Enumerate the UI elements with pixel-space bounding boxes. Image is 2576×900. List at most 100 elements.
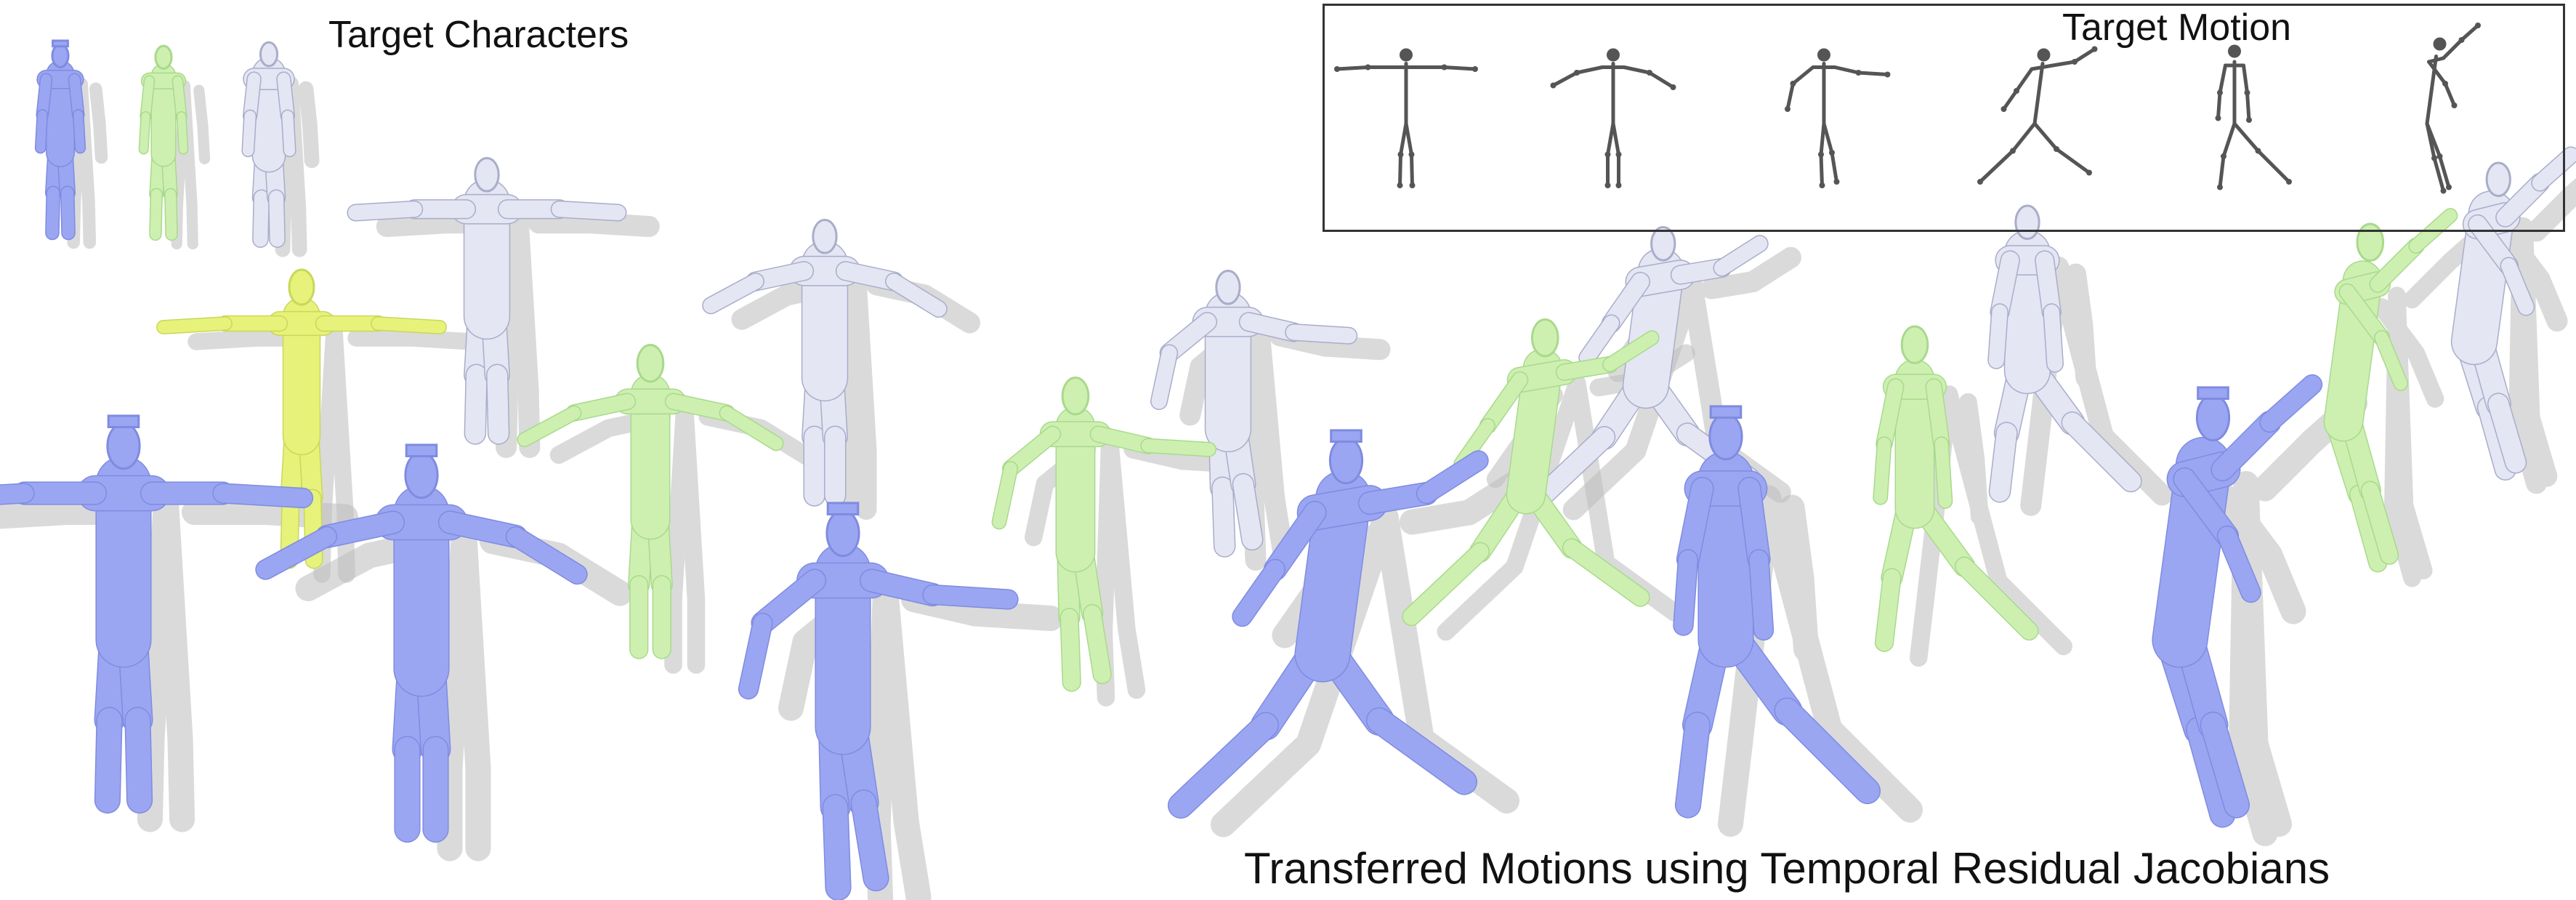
head <box>1328 436 1364 485</box>
skeleton-figure <box>2425 23 2481 194</box>
skeleton-joint <box>2436 153 2443 159</box>
head <box>636 344 665 383</box>
head <box>154 44 173 70</box>
human-figure <box>34 39 86 241</box>
skeleton-joint <box>2475 23 2481 28</box>
figure-shadow <box>2498 177 2576 494</box>
skeleton-joint <box>1977 179 1983 185</box>
head <box>825 509 860 558</box>
skeleton-joint <box>1604 182 1611 188</box>
head <box>404 451 439 499</box>
head <box>51 43 70 68</box>
skeleton-joint <box>2431 155 2437 161</box>
skeleton-joint <box>1472 66 1478 72</box>
skeleton-joint <box>2440 188 2447 194</box>
skeleton-joint <box>1855 70 1862 76</box>
skeleton-joint <box>2217 89 2223 96</box>
skeleton-joint <box>1365 64 1371 71</box>
skeleton-joint <box>1785 106 1790 112</box>
lean-figure <box>138 44 189 241</box>
skeleton-joint <box>1615 182 1622 188</box>
skeleton-joint <box>1884 71 1891 78</box>
target-characters-title: Target Characters <box>328 14 629 56</box>
skeleton-joint <box>1397 151 1404 158</box>
skeleton-joint <box>1607 48 1620 62</box>
skeleton-joint <box>1604 151 1611 158</box>
monster-figure <box>702 218 948 507</box>
skeleton-joint <box>1829 150 1835 156</box>
skeleton-joint <box>2221 153 2226 159</box>
skeleton-figure <box>2215 44 2292 190</box>
monster-figure <box>1987 204 2142 503</box>
lean-figure <box>2323 208 2458 573</box>
human-figure <box>1167 429 1489 819</box>
head <box>812 218 838 254</box>
skeleton-joint <box>2014 88 2019 94</box>
skeleton-joint <box>2451 103 2458 108</box>
skeleton-joint <box>1441 64 1448 71</box>
head <box>2485 161 2511 198</box>
target-motion-box <box>1323 4 2565 232</box>
skeleton-joint <box>1550 82 1556 89</box>
skeleton-joint <box>1397 182 1403 188</box>
skeleton-joint <box>1833 179 1840 185</box>
skeleton-joint <box>1647 70 1652 76</box>
skeleton-figure <box>1550 48 1676 188</box>
skeleton-joint <box>2433 37 2447 51</box>
head <box>1708 412 1743 461</box>
skeleton-joint <box>1817 48 1830 62</box>
hat <box>1330 429 1362 443</box>
hat <box>2197 386 2229 401</box>
skeleton-figure <box>1334 48 1478 188</box>
human-figure <box>1673 405 1881 819</box>
lean-figure <box>991 377 1217 692</box>
head <box>2195 393 2231 442</box>
hat <box>52 39 69 48</box>
skeleton-joint <box>2215 115 2221 121</box>
skeleton-joint <box>2091 46 2098 52</box>
lean-figure <box>1402 318 1660 627</box>
hat <box>405 443 438 458</box>
skeleton-joint <box>1408 151 1415 158</box>
lean-figure <box>517 344 784 659</box>
skeleton-joint <box>2458 37 2465 43</box>
skeleton-figure <box>1785 48 1891 188</box>
head <box>2356 222 2385 262</box>
human-figure <box>0 414 314 814</box>
monster-figure <box>241 41 296 248</box>
skeleton-joint <box>1400 48 1413 62</box>
figure-shadow <box>2214 390 2368 847</box>
skeleton-joint <box>2086 169 2092 176</box>
skeleton-joint <box>1615 151 1622 158</box>
skeleton-joint <box>2228 44 2241 58</box>
target-motion-title: Target Motion <box>2062 7 2292 49</box>
human-figure <box>738 502 1019 900</box>
skeleton-figure <box>1977 46 2098 185</box>
head <box>1530 318 1559 358</box>
skeleton-group <box>1334 23 2481 194</box>
human-figure <box>2152 374 2323 828</box>
human-figure <box>255 443 588 843</box>
skeleton-joint <box>1574 70 1580 76</box>
head <box>1900 325 1929 364</box>
skeleton-joint <box>1409 182 1416 188</box>
head <box>106 422 141 470</box>
skeleton-joint <box>2072 59 2078 65</box>
head <box>288 268 315 306</box>
skeleton-joint <box>2286 179 2292 185</box>
monster-figure <box>2450 146 2576 481</box>
transferred-motions-caption: Transferred Motions using Temporal Resid… <box>1244 844 2330 893</box>
skeleton-joint <box>1818 151 1824 158</box>
character-figures <box>0 39 2576 900</box>
head <box>474 156 500 193</box>
lean-figure <box>1873 325 2039 652</box>
skeleton-joint <box>2442 81 2448 87</box>
head <box>1215 269 1241 305</box>
head <box>1061 377 1090 416</box>
skeleton-joint <box>1670 84 1676 90</box>
head <box>259 41 279 68</box>
hat <box>107 414 140 429</box>
hat <box>1709 405 1743 419</box>
skeleton-joint <box>2000 106 2007 112</box>
